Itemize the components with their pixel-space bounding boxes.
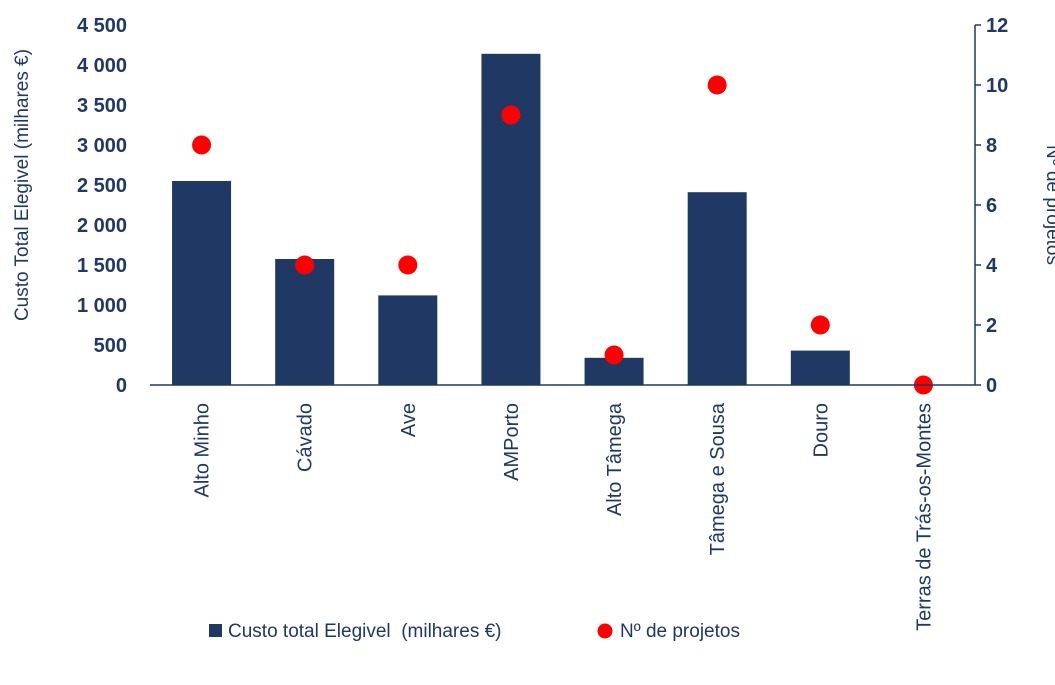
y-left-tick-label: 1 500 bbox=[77, 255, 127, 277]
y-left-tick-label: 4 500 bbox=[77, 15, 127, 37]
x-category-label: Alto Tâmega bbox=[604, 402, 626, 516]
bar-6 bbox=[687, 192, 747, 385]
y-left-tick-label: 1 000 bbox=[77, 295, 127, 317]
legend-swatch-custo bbox=[209, 624, 222, 637]
bar-4 bbox=[481, 53, 541, 386]
dot-series-projetos bbox=[192, 75, 933, 395]
legend: Custo total Elegivel (milhares €) Nº de … bbox=[209, 621, 740, 642]
dot-7 bbox=[810, 315, 830, 335]
dot-2 bbox=[295, 255, 315, 275]
dot-4 bbox=[501, 105, 521, 125]
dot-1 bbox=[192, 135, 212, 155]
y-axis-left-title: Custo Total Elegivel (milhares €) bbox=[12, 49, 33, 321]
x-category-label: Douro bbox=[810, 403, 832, 457]
y-right-tick-label: 8 bbox=[986, 135, 997, 157]
y-axis-right-title: Nº de projetos bbox=[1042, 145, 1055, 265]
x-category-label: Ave bbox=[398, 403, 420, 437]
x-category-label: AMPorto bbox=[501, 403, 523, 481]
dot-3 bbox=[398, 255, 418, 275]
y-left-tick-label: 3 000 bbox=[77, 135, 127, 157]
x-category-label: Alto Minho bbox=[192, 403, 214, 498]
bar-series-custo bbox=[172, 53, 850, 386]
x-category-label: Cávado bbox=[295, 403, 317, 472]
y-left-tick-label: 4 000 bbox=[77, 55, 127, 77]
legend-label-projetos: Nº de projetos bbox=[620, 621, 740, 642]
y-left-tick-label: 2 000 bbox=[77, 215, 127, 237]
legend-swatch-projetos bbox=[597, 623, 613, 639]
y-axis-right-ticks: 0 2 4 6 8 10 12 bbox=[975, 15, 1008, 397]
x-axis-category-labels: Alto Minho Cávado Ave AMPorto Alto Tâmega Tâm… bbox=[192, 402, 936, 631]
legend-label-custo: Custo total Elegivel (milhares €) bbox=[228, 621, 502, 642]
y-right-tick-label: 4 bbox=[986, 255, 998, 277]
bar-2 bbox=[275, 259, 335, 385]
bar-7 bbox=[790, 350, 850, 385]
y-right-tick-label: 6 bbox=[986, 195, 997, 217]
y-right-tick-label: 0 bbox=[986, 375, 997, 397]
y-right-tick-label: 2 bbox=[986, 315, 997, 337]
x-category-label: Tâmega e Sousa bbox=[707, 402, 729, 555]
y-left-tick-label: 3 500 bbox=[77, 95, 127, 117]
x-category-label: Terras de Trás-os-Montes bbox=[913, 403, 935, 631]
y-right-tick-label: 10 bbox=[986, 75, 1008, 97]
y-left-tick-label: 2 500 bbox=[77, 175, 127, 197]
y-left-tick-label: 0 bbox=[116, 375, 127, 397]
bar-1 bbox=[172, 181, 232, 385]
dot-5 bbox=[604, 345, 624, 365]
dot-6 bbox=[707, 75, 727, 95]
y-right-tick-label: 12 bbox=[986, 15, 1008, 37]
bar-3 bbox=[378, 295, 438, 385]
y-axis-left-ticks: 0 500 1 000 1 500 2 000 2 500 3 000 3 500 4 000 4… bbox=[77, 15, 127, 397]
y-left-tick-label: 500 bbox=[94, 335, 127, 357]
